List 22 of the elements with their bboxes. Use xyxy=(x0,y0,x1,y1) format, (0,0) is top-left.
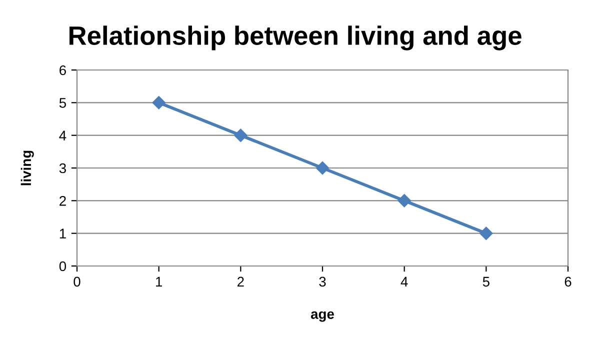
point xyxy=(234,128,248,142)
y-tick-label: 4 xyxy=(59,130,66,140)
point xyxy=(398,194,411,208)
x-tick-label: 0 xyxy=(74,276,80,287)
point xyxy=(480,226,493,240)
y-tick-label: 1 xyxy=(60,228,66,238)
y-tick-label: 2 xyxy=(60,196,66,206)
y-tick-label: 6 xyxy=(60,65,66,76)
x-tick-label: 4 xyxy=(400,276,408,286)
point xyxy=(316,161,330,175)
y-tick-label: 0 xyxy=(59,261,66,272)
y-tick-label: 3 xyxy=(59,163,66,174)
y-tick-label: 5 xyxy=(59,98,66,108)
y-axis-title: living xyxy=(20,150,34,186)
x-tick-label: 3 xyxy=(319,276,326,287)
point xyxy=(152,96,166,110)
x-axis-title: age xyxy=(310,311,334,322)
x-tick-label: 5 xyxy=(482,276,490,287)
x-tick-label: 6 xyxy=(564,276,572,287)
chart-title: Relationship between living and age xyxy=(70,26,522,50)
x-tick-label: 1 xyxy=(156,276,162,286)
x-tick-label: 2 xyxy=(238,276,244,286)
